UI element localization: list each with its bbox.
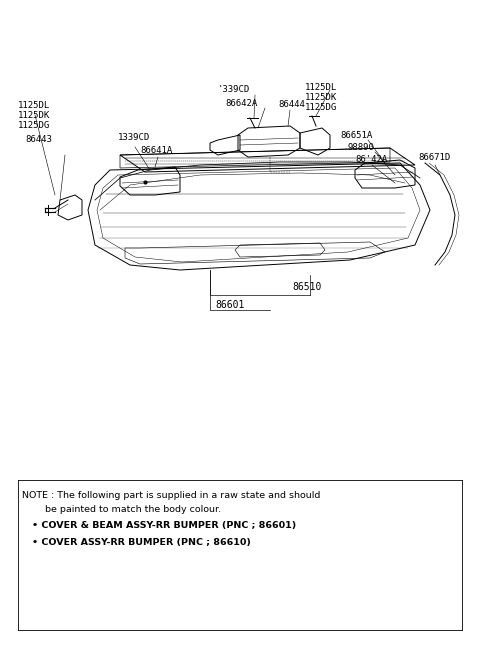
Text: 1339CD: 1339CD (118, 133, 150, 142)
Text: • COVER ASSY-RR BUMPER (PNC ; 86610): • COVER ASSY-RR BUMPER (PNC ; 86610) (32, 538, 251, 547)
Text: 1125DK: 1125DK (305, 93, 337, 102)
Text: 98890: 98890 (348, 143, 375, 152)
Text: 86601: 86601 (215, 300, 244, 310)
Text: 86642A: 86642A (225, 99, 257, 108)
Text: • COVER & BEAM ASSY-RR BUMPER (PNC ; 86601): • COVER & BEAM ASSY-RR BUMPER (PNC ; 866… (32, 521, 296, 530)
Text: 86671D: 86671D (418, 153, 450, 162)
Text: 86510: 86510 (292, 282, 322, 292)
Text: 1125DL: 1125DL (305, 83, 337, 92)
Text: 86444: 86444 (278, 100, 305, 109)
Text: '339CD: '339CD (218, 85, 250, 94)
Text: 86443: 86443 (25, 135, 52, 144)
Text: 1125DG: 1125DG (305, 103, 337, 112)
Text: 86641A: 86641A (140, 146, 172, 155)
Text: 1125DG: 1125DG (18, 121, 50, 130)
Text: 1125DK: 1125DK (18, 111, 50, 120)
Text: be painted to match the body colour.: be painted to match the body colour. (45, 505, 221, 514)
Text: NOTE : The following part is supplied in a raw state and should: NOTE : The following part is supplied in… (22, 491, 320, 500)
Text: 86651A: 86651A (340, 131, 372, 140)
Text: 1125DL: 1125DL (18, 101, 50, 110)
Text: 86'42A: 86'42A (355, 155, 387, 164)
